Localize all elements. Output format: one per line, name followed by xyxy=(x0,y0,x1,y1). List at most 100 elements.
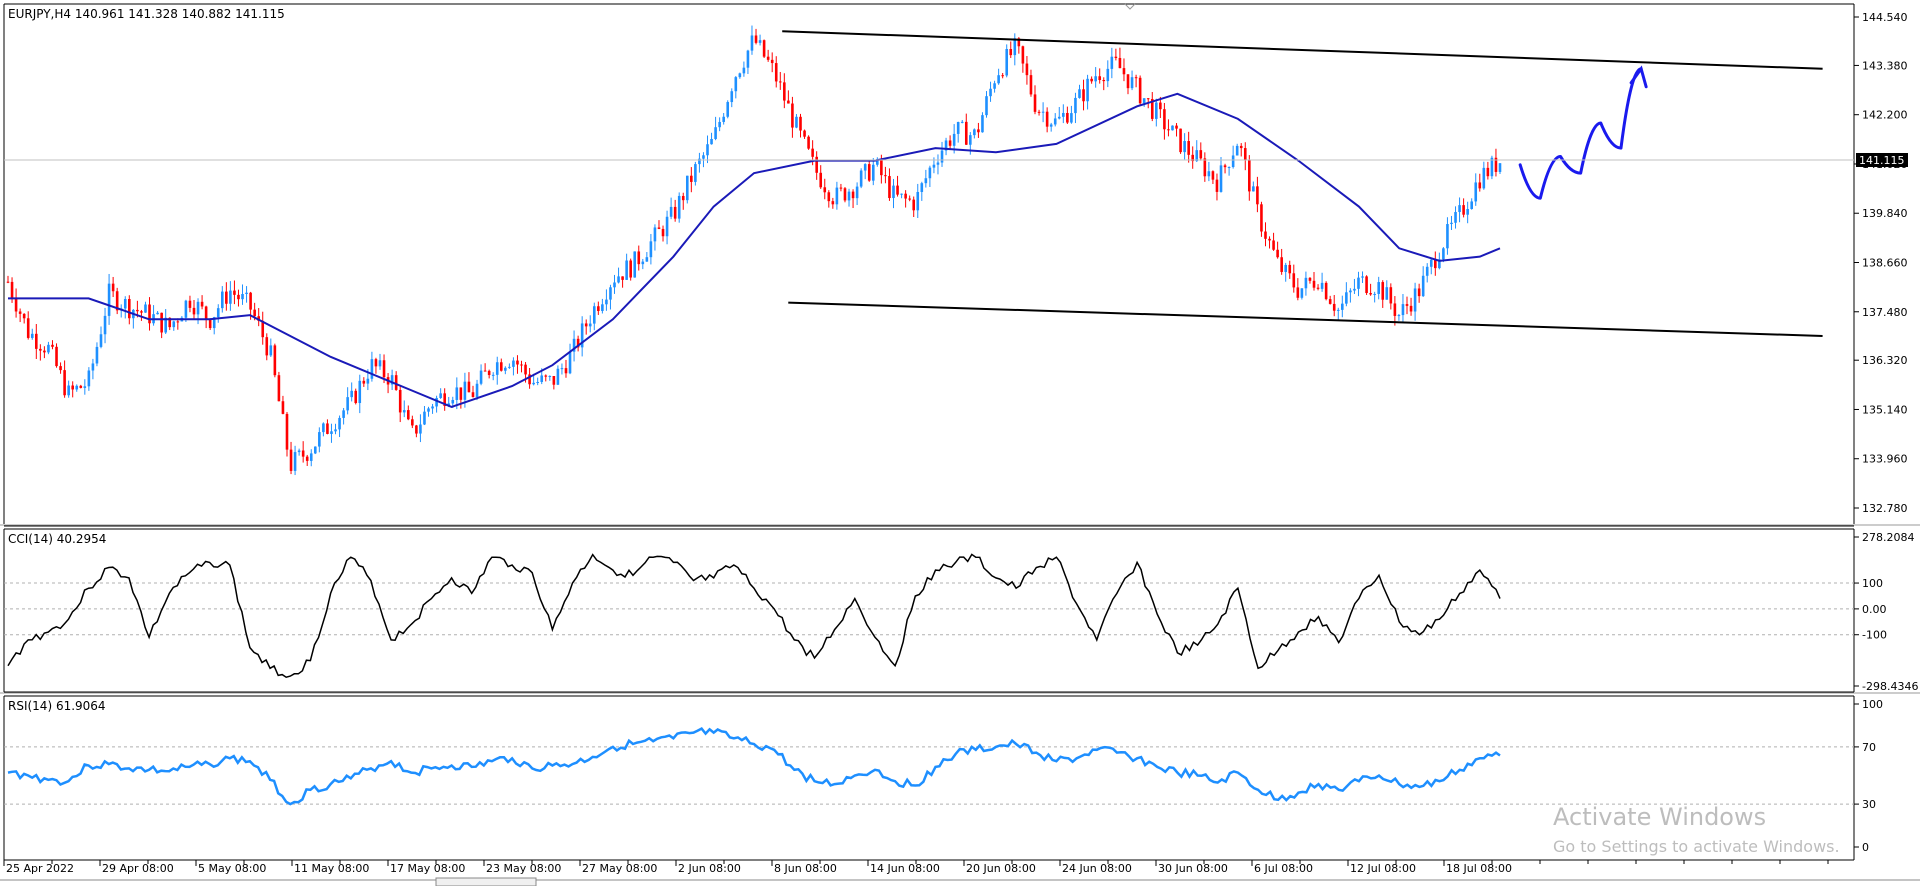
candle xyxy=(289,441,293,475)
candle xyxy=(1191,146,1195,169)
candle xyxy=(710,132,713,145)
candle xyxy=(973,128,976,139)
candle xyxy=(87,367,91,391)
candle xyxy=(803,129,806,139)
projection-arrow-head xyxy=(1629,65,1648,89)
candle xyxy=(1450,215,1453,231)
price-tick-label: 139.840 xyxy=(1862,207,1908,220)
candle xyxy=(237,289,240,307)
candle xyxy=(726,100,730,119)
candle xyxy=(1235,143,1239,156)
candle xyxy=(1122,58,1126,82)
candle xyxy=(273,343,277,378)
candle xyxy=(123,296,127,319)
candle xyxy=(338,415,341,438)
candle xyxy=(609,284,612,310)
candle xyxy=(419,414,422,443)
candle xyxy=(1199,142,1203,161)
candle xyxy=(39,344,42,361)
candle xyxy=(67,380,70,398)
candle xyxy=(750,25,754,55)
candle xyxy=(843,187,847,203)
candle xyxy=(1353,278,1356,294)
scroll-bar[interactable] xyxy=(0,877,1920,886)
candle xyxy=(649,233,653,265)
candle xyxy=(1377,276,1380,300)
candle xyxy=(629,258,632,281)
candle xyxy=(285,412,289,457)
candle xyxy=(981,112,984,133)
candle xyxy=(261,311,265,345)
candle xyxy=(1187,131,1190,163)
candle xyxy=(51,340,54,350)
candle xyxy=(888,168,891,201)
candle xyxy=(362,377,366,387)
candle xyxy=(26,311,30,340)
candle xyxy=(1098,68,1102,84)
candle xyxy=(985,91,988,118)
candle xyxy=(1062,104,1065,124)
candle xyxy=(1272,232,1275,251)
candle xyxy=(200,295,204,310)
candle xyxy=(698,152,701,173)
candle xyxy=(225,282,228,311)
candle xyxy=(948,135,952,151)
trendline[interactable] xyxy=(788,301,1823,337)
time-tick-label: 29 Apr 08:00 xyxy=(102,862,174,875)
candle xyxy=(1256,176,1259,213)
candle xyxy=(1296,278,1300,301)
candle xyxy=(1417,283,1421,303)
candle xyxy=(940,141,944,167)
candle xyxy=(592,302,596,331)
candle xyxy=(936,154,940,175)
candle xyxy=(827,190,831,208)
candle xyxy=(354,388,358,405)
candle xyxy=(103,307,107,344)
candle xyxy=(1086,74,1089,110)
candle xyxy=(855,182,859,206)
time-tick-label: 24 Jun 08:00 xyxy=(1062,862,1132,875)
candle xyxy=(1280,248,1283,275)
last-price-label: 141.115 xyxy=(1859,154,1905,167)
candle xyxy=(847,188,851,207)
price-tick-label: 138.660 xyxy=(1862,257,1908,270)
candle xyxy=(572,330,576,362)
trendline[interactable] xyxy=(782,30,1823,70)
candle xyxy=(1490,155,1494,180)
candle xyxy=(783,73,786,109)
indicator-tick-label: 0 xyxy=(1862,841,1869,854)
watermark-subtitle: Go to Settings to activate Windows. xyxy=(1553,837,1840,856)
candle xyxy=(1227,166,1231,176)
candle xyxy=(1163,103,1166,140)
candle xyxy=(184,299,188,322)
time-tick-label: 8 Jun 08:00 xyxy=(774,862,837,875)
candle xyxy=(588,315,592,333)
candle xyxy=(1324,281,1328,301)
candle xyxy=(220,286,224,313)
candle xyxy=(59,362,62,374)
candle xyxy=(1498,163,1502,174)
candle xyxy=(455,377,459,410)
candle xyxy=(172,320,176,331)
candle xyxy=(1361,271,1364,283)
candle xyxy=(904,190,907,208)
candle xyxy=(265,333,269,361)
candle xyxy=(896,175,899,197)
candle xyxy=(1049,122,1053,132)
candle xyxy=(22,313,26,324)
candle xyxy=(807,135,810,150)
candle xyxy=(427,406,430,417)
candle xyxy=(1373,291,1376,303)
candle xyxy=(730,88,734,108)
time-tick-label: 6 Jul 08:00 xyxy=(1254,862,1313,875)
candle xyxy=(6,275,10,284)
candle xyxy=(297,448,301,456)
candle xyxy=(685,175,689,204)
watermark-title: Activate Windows xyxy=(1553,803,1766,831)
candle xyxy=(823,178,827,200)
candle xyxy=(378,353,382,370)
candle xyxy=(156,311,159,315)
candle xyxy=(1264,222,1267,247)
candle xyxy=(75,384,79,392)
